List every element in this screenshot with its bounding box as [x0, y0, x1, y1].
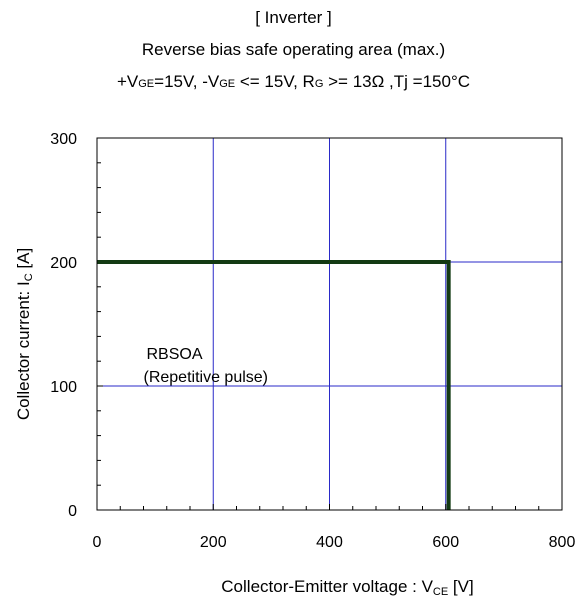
- conditions-sub-3: G: [314, 78, 324, 90]
- conditions-part-4: >= 13Ω ,Tj =150°C: [323, 72, 471, 91]
- y-tick-label-300: 300: [50, 131, 77, 148]
- tick-labels: 0 200 400 600 800 0 100 200 300: [50, 131, 575, 551]
- y-tick-label-0: 0: [68, 503, 77, 520]
- x-tick-label-600: 600: [432, 534, 459, 551]
- chart-conditions: +VGE=15V, -VGE <= 15V, RG >= 13Ω ,Tj =15…: [0, 72, 587, 94]
- conditions-part-2: =15V, -V: [154, 72, 220, 91]
- x-tick-label-800: 800: [549, 534, 576, 551]
- y-axis-label-main: Collector current: I: [14, 281, 33, 420]
- y-tick-label-200: 200: [50, 255, 77, 272]
- conditions-part-3: <= 15V, R: [235, 72, 315, 91]
- x-tick-label-0: 0: [93, 534, 102, 551]
- x-tick-label-200: 200: [200, 534, 227, 551]
- x-tick-label-400: 400: [316, 534, 343, 551]
- x-axis-label-main: Collector-Emitter voltage : V: [221, 577, 433, 596]
- x-axis-label-unit: [V]: [448, 577, 474, 596]
- annotation-line-1: RBSOA: [147, 346, 203, 363]
- conditions-part-1: +V: [116, 72, 139, 91]
- x-axis-label-sub: CE: [433, 586, 448, 598]
- plot-frame: [96, 137, 563, 511]
- conditions-sub-1: GE: [138, 78, 155, 90]
- conditions-sub-2: GE: [219, 78, 236, 90]
- y-axis-label: Collector current: IC [A]: [14, 248, 35, 420]
- y-axis-label-sub: C: [23, 273, 35, 281]
- x-axis-label: Collector-Emitter voltage : VCE [V]: [221, 577, 473, 598]
- y-axis-label-unit: [A]: [14, 248, 33, 274]
- rbsoa-limit-line-0: [97, 260, 451, 510]
- chart-title: [ Inverter ]: [255, 8, 332, 27]
- chart-subtitle: Reverse bias safe operating area (max.): [141, 40, 446, 59]
- grid-lines: [97, 138, 562, 510]
- y-tick-label-100: 100: [50, 379, 77, 396]
- annotation-line-2: (Repetitive pulse): [144, 369, 269, 386]
- series-layer: [97, 260, 451, 510]
